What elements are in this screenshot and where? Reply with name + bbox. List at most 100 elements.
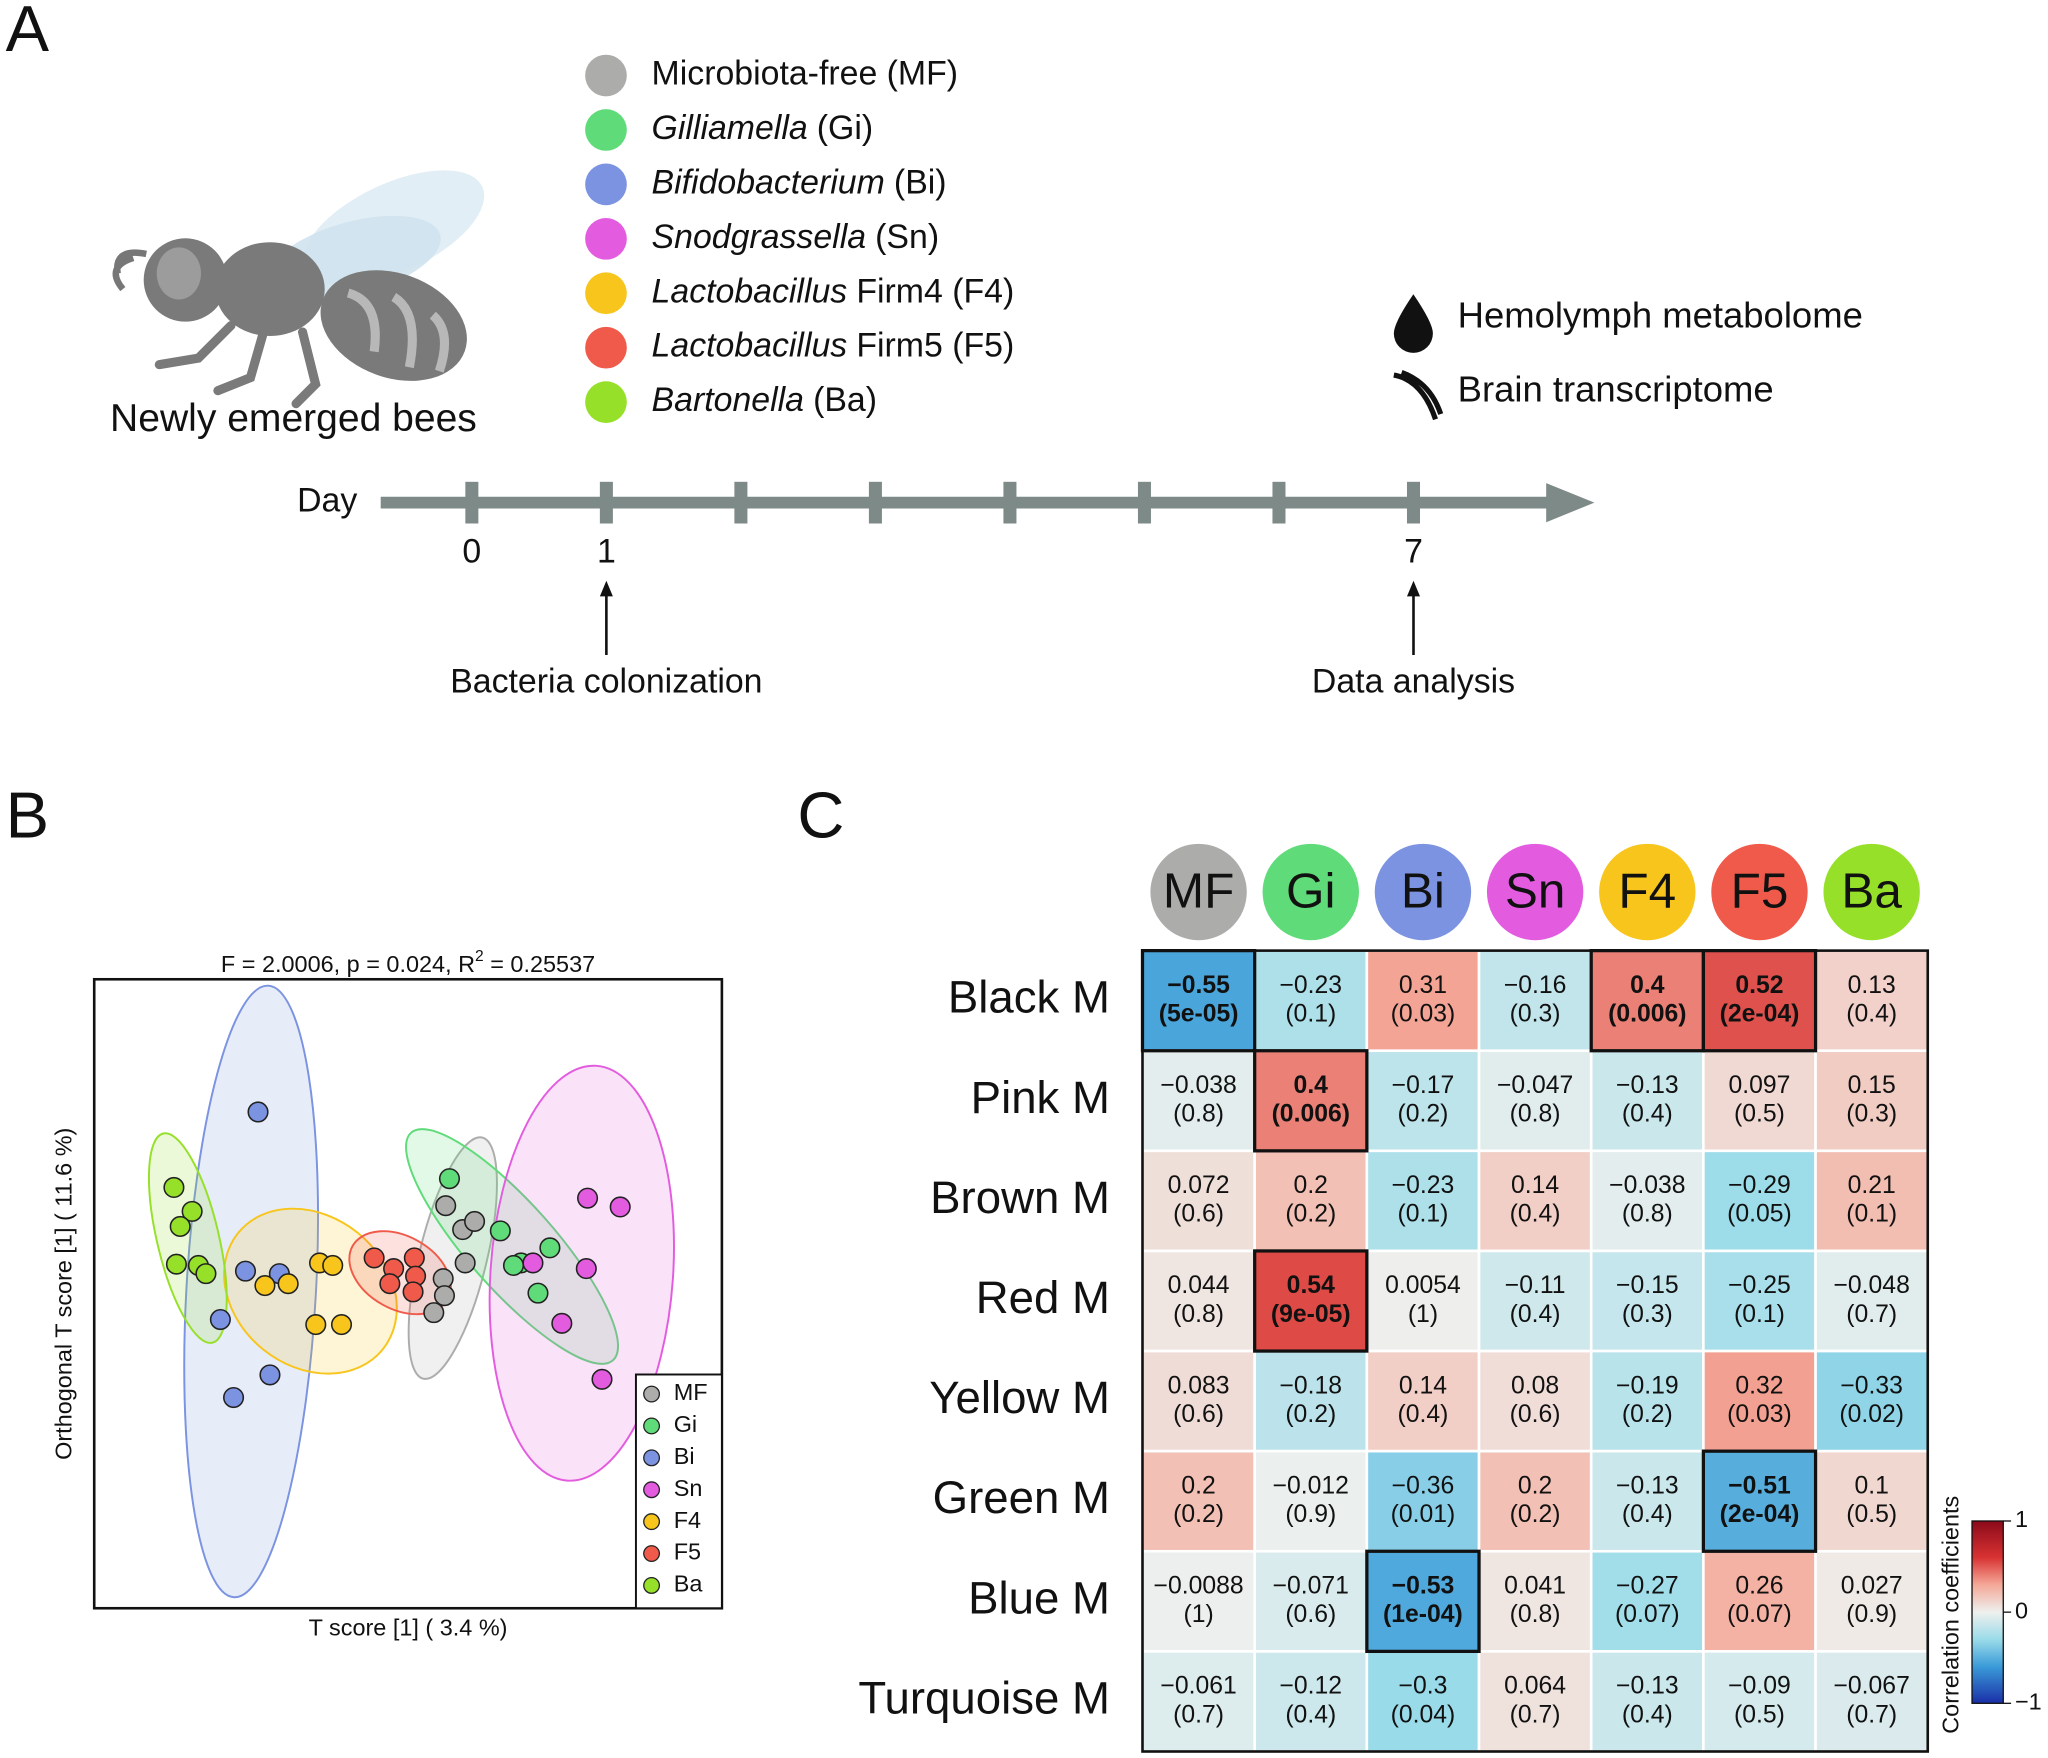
confidence-ellipse [183,984,320,1599]
legend-text: (Ba) [813,381,877,419]
title-part: F = 2.0006, p = 0.024, R [221,951,475,977]
output-label: Hemolymph metabolome [1458,294,1863,335]
cell-value: −0.061 [1160,1673,1236,1700]
heatmap-cell [1814,1349,1930,1453]
legend-label: MF [674,1379,708,1405]
heatmap-cell [1702,1149,1817,1253]
legend-label: Bi [674,1443,695,1469]
heatmap-cell [1589,1650,1705,1753]
point [322,1254,344,1277]
cell-value: −0.09 [1728,1673,1791,1700]
x-axis-label: T score [1] ( 3.4 %) [309,1614,508,1640]
legend-text: Lactobacillus [652,272,848,310]
droplet-icon [1393,294,1433,353]
heatmap-cell [1477,1349,1593,1453]
point [169,1215,191,1238]
cell-value: 0.064 [1504,1673,1566,1700]
cell-p-value: (0.3) [1846,1101,1897,1128]
point [539,1237,561,1259]
timeline-tick [868,481,882,524]
point [609,1196,631,1218]
cell-p-value: (0.8) [1173,1301,1224,1328]
cell-p-value: (0.1) [1398,1201,1449,1228]
legend-swatch [643,1449,661,1467]
cell-p-value: (0.04) [1391,1701,1456,1728]
cell-p-value: (0.07) [1727,1601,1792,1628]
heatmap-cell [1253,1249,1369,1353]
point [454,1252,476,1274]
legend-swatch [643,1513,661,1531]
highlight-border [1253,1049,1369,1153]
cell-value: −0.33 [1840,1372,1903,1399]
cell-p-value: (0.2) [1510,1501,1561,1528]
row-label: Red M [976,1272,1110,1323]
cell-value: −0.53 [1392,1573,1455,1600]
annotation-label: Data analysis [1312,663,1515,701]
cell-p-value: (5e-05) [1159,1001,1239,1028]
heatmap-cell [1365,1549,1481,1653]
legend-text: (Gi) [817,109,873,147]
heatmap-cell [1365,949,1481,1053]
heatmap-cell [1589,1149,1705,1253]
cell-p-value: (0.2) [1398,1101,1449,1128]
column-label: Sn [1505,864,1566,919]
heatmap-cell [1702,1249,1817,1353]
cell-p-value: (0.4) [1510,1201,1561,1228]
cell-value: 0.15 [1848,1072,1896,1099]
column-badge [1823,843,1920,941]
points [163,1101,631,1409]
heatmap-cell [1253,1650,1369,1753]
column-badge [1599,843,1696,941]
legend-label: Lactobacillus Firm5 (F5) [652,327,1015,365]
cell-p-value: (0.1) [1734,1301,1785,1328]
cell-p-value: (0.1) [1846,1201,1897,1228]
point [438,1168,461,1190]
timeline-tick [599,481,613,524]
cell-value: −0.19 [1616,1372,1679,1399]
row-label: Brown M [930,1172,1110,1223]
timeline-tick-label: 1 [597,532,616,570]
annotation-arrowhead [599,580,613,597]
cell-value: −0.23 [1279,972,1342,999]
point [489,1220,511,1242]
legend-label: Snodgrassella (Sn) [652,218,940,256]
cell-p-value: (0.7) [1510,1701,1561,1728]
cell-p-value: (0.4) [1622,1701,1673,1728]
highlight-border [1701,1449,1818,1553]
cell-p-value: (1) [1408,1301,1438,1328]
legend-swatch [643,1417,661,1435]
cell-value: −0.038 [1609,1172,1685,1199]
heatmap-cell [1253,1549,1369,1653]
cell-p-value: (0.2) [1285,1201,1336,1228]
cell-value: −0.18 [1279,1372,1342,1399]
cell-p-value: (0.1) [1285,1001,1336,1028]
heatmap-cell [1141,1049,1256,1153]
legend-text: Firm4 (F4) [856,272,1014,310]
heatmap-cell [1365,1149,1481,1253]
cell-p-value: (0.05) [1727,1201,1792,1228]
legend-label: Microbiota-free (MF) [652,54,959,92]
legend-swatch [585,272,627,315]
heatmap-cell [1589,1249,1705,1353]
heatmap-cell [1702,949,1817,1053]
heatmap-cell [1477,949,1593,1053]
cell-p-value: (0.02) [1839,1401,1904,1428]
heatmap-cell [1253,1149,1369,1253]
cell-p-value: (9e-05) [1271,1301,1351,1328]
cell-p-value: (0.006) [1608,1001,1686,1028]
row-label: Black M [948,972,1110,1023]
cell-p-value: (0.2) [1173,1501,1224,1528]
legend-text: Bifidobacterium [652,163,885,201]
cell-value: 0.52 [1735,972,1783,999]
heatmap-cell [1477,1449,1593,1553]
legend-swatch [643,1385,661,1403]
point [435,1195,457,1217]
column-label: Gi [1286,864,1335,919]
bee-label: Newly emerged bees [110,397,477,440]
timeline-tick [465,481,479,524]
cell-p-value: (0.6) [1173,1201,1224,1228]
cell-p-value: (0.6) [1510,1401,1561,1428]
column-badge [1486,843,1584,941]
